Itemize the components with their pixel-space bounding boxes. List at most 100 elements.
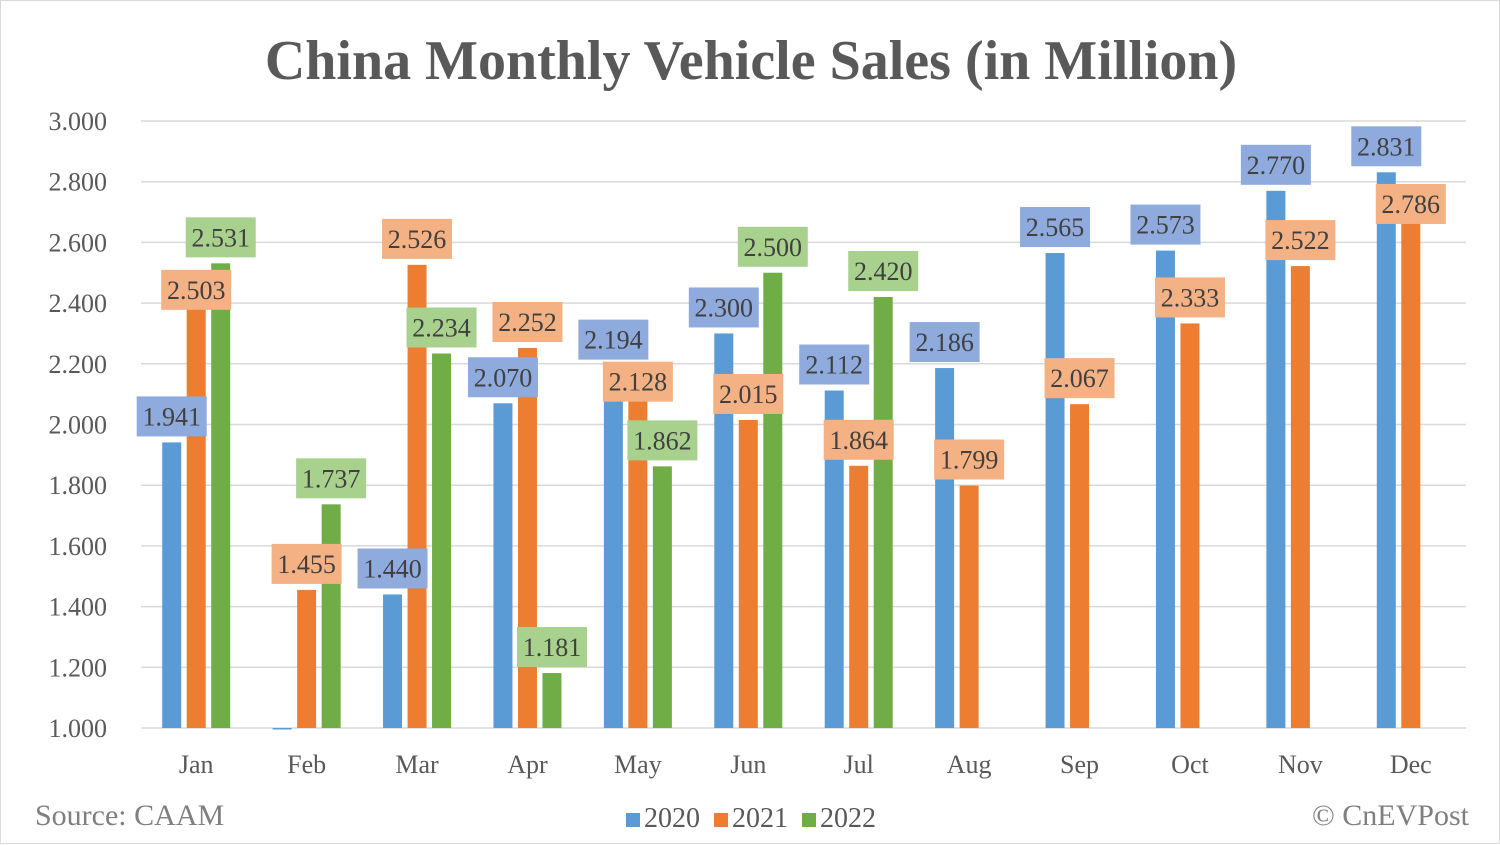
bar-2020-Sep [1045,253,1065,728]
data-label-2021-Dec: 2.786 [1375,183,1446,224]
x-tick-label: Aug [947,750,992,779]
data-label-text: 1.864 [829,426,888,455]
data-label-2020-May: 2.194 [578,319,649,360]
bar-2020-Nov [1266,190,1286,728]
data-label-box [627,420,698,461]
credit-note: © CnEVPost [1312,799,1469,832]
y-tick-label: 2.000 [49,411,108,440]
bar-2021-Dec [1401,185,1421,729]
bar-2020-Oct [1155,250,1175,729]
bar-2022-Jan [211,263,231,728]
bar-2020-Jun [714,333,734,728]
data-label-2022-May: 1.862 [627,420,698,461]
legend-item: 2022 [802,803,876,835]
data-label-2020-Jul: 2.112 [799,344,870,385]
y-tick-label: 1.800 [49,471,108,500]
data-label-box [296,458,367,499]
data-label-box [516,627,587,668]
bar-2021-Jan [186,271,206,728]
data-label-box [799,344,870,385]
data-label-text: 2.070 [474,363,533,392]
bar-2021-Jun [738,419,758,728]
data-label-text: 2.522 [1271,226,1330,255]
data-label-2021-May: 2.128 [602,361,673,402]
data-label-text: 2.786 [1382,190,1441,219]
data-label-2022-Jul: 2.420 [848,251,919,292]
data-label-box [1020,207,1091,248]
data-label-box [909,322,980,363]
chart-title: China Monthly Vehicle Sales (in Million) [264,30,1238,92]
data-label-text: 2.500 [744,233,803,262]
data-label-text: 2.333 [1161,283,1220,312]
x-tick-label: May [614,750,662,779]
data-label-box [578,319,649,360]
data-label-2021-Jun: 2.015 [713,373,784,414]
x-tick-label: Feb [287,750,326,779]
data-label-text: 2.300 [695,293,754,322]
data-label-2021-Apr: 2.252 [492,302,563,343]
bar-2021-Mar [407,264,427,728]
data-label-box [136,396,207,437]
bar-2020-Jul [824,390,844,728]
bar-2022-May [652,466,672,728]
data-label-text: 2.831 [1357,132,1416,161]
x-tick-label: Jul [844,750,874,779]
bar-2020-Dec [1376,172,1396,728]
data-label-text: 1.737 [302,464,361,493]
bar-2022-Apr [542,673,562,728]
x-tick-label: Jun [730,750,766,779]
x-tick-label: Mar [395,750,439,779]
data-label-text: 1.455 [277,550,336,579]
bar-2021-Oct [1180,323,1200,728]
data-label-text: 2.573 [1136,211,1195,240]
bar-2022-Jun [763,272,783,728]
data-label-text: 2.252 [498,308,557,337]
y-tick-label: 2.400 [49,289,108,318]
data-label-text: 2.186 [915,328,974,357]
data-label-2022-Feb: 1.737 [296,458,367,499]
data-label-box [1240,144,1311,185]
y-tick-label: 1.200 [49,653,108,682]
data-label-box [492,302,563,343]
data-label-text: 2.503 [167,276,226,305]
data-label-2021-Oct: 2.333 [1154,277,1225,318]
x-tick-label: Dec [1390,750,1432,779]
data-label-text: 2.531 [191,223,250,252]
data-label-text: 2.526 [388,225,447,254]
data-label-2020-Sep: 2.565 [1020,207,1091,248]
data-label-2021-Feb: 1.455 [271,543,342,584]
data-label-box [1375,183,1446,224]
legend-label: 2021 [732,803,788,834]
data-label-text: 2.234 [412,313,471,342]
bar-2020-Aug [935,368,955,728]
bar-2020-Feb [272,728,292,730]
bar-2021-May [628,385,648,728]
bar-2021-Sep [1070,404,1090,728]
data-label-text: 2.770 [1247,151,1306,180]
data-label-text: 1.862 [633,426,692,455]
x-tick-label: Sep [1060,750,1099,779]
data-label-2020-Apr: 2.070 [467,357,538,398]
x-tick-label: Apr [507,750,548,779]
data-label-2020-Nov: 2.770 [1240,144,1311,185]
data-label-box [823,419,894,460]
data-label-box [848,251,919,292]
data-label-text: 2.112 [805,351,863,380]
data-label-text: 1.799 [940,446,999,475]
bar-2021-Jul [849,465,869,728]
bar-2022-Mar [432,353,452,728]
data-label-box [357,548,428,589]
data-label-text: 2.015 [719,380,778,409]
data-label-2020-Dec: 2.831 [1351,126,1422,167]
y-tick-label: 2.200 [49,350,108,379]
data-label-2020-Mar: 1.440 [357,548,428,589]
legend: 2020 2021 2022 [626,803,876,835]
legend-swatch [802,813,816,827]
y-tick-label: 2.800 [49,168,108,197]
data-label-2020-Jun: 2.300 [688,287,759,328]
data-label-text: 2.128 [609,368,668,397]
data-label-2021-Jul: 1.864 [823,419,894,460]
data-label-2021-Nov: 2.522 [1265,220,1336,261]
data-label-text: 1.181 [523,633,582,662]
